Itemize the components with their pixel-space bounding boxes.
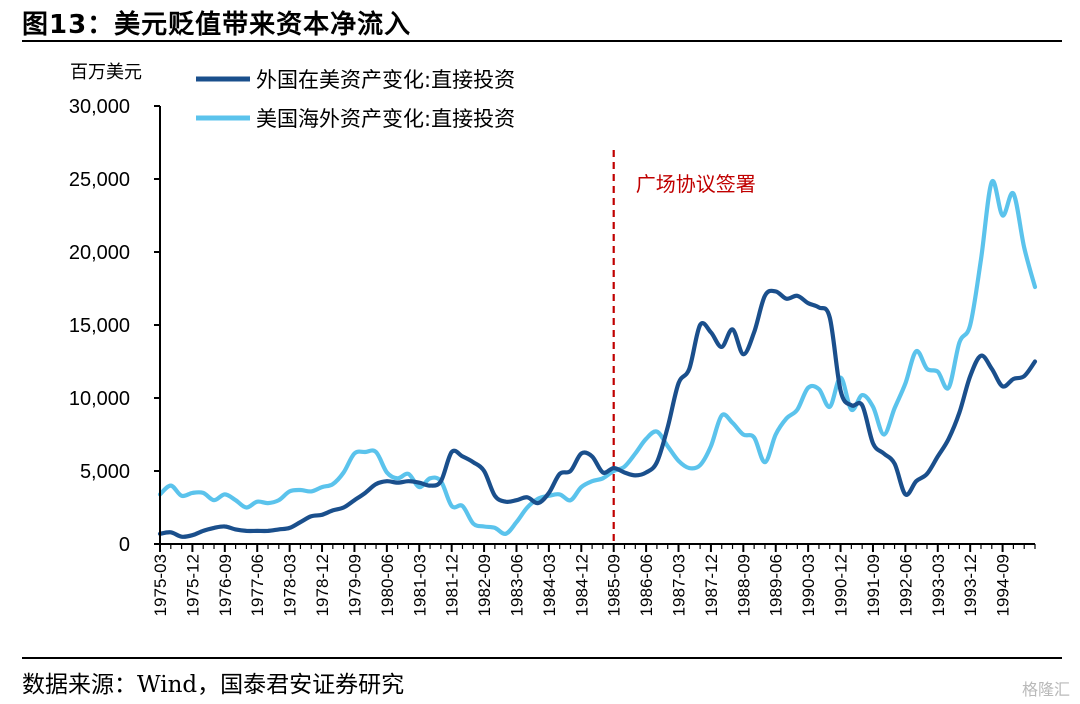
y-tick-label: 30,000 — [69, 96, 130, 118]
x-tick-label: 1984-03 — [540, 554, 559, 616]
watermark: 格隆汇 — [1021, 680, 1070, 699]
plaza-accord-label: 广场协议签署 — [636, 172, 756, 196]
x-tick-label: 1978-12 — [313, 554, 332, 616]
x-tick-label: 1989-06 — [767, 554, 786, 616]
x-tick-label: 1991-09 — [864, 554, 883, 616]
figure-title: 图13：美元贬值带来资本净流入 — [22, 10, 412, 40]
x-tick-label: 1981-03 — [410, 554, 429, 616]
y-tick-label: 5,000 — [80, 461, 130, 483]
series-line-foreign-fdi-in-us — [157, 288, 1038, 539]
y-tick-label: 25,000 — [69, 169, 130, 191]
footer-rule — [22, 657, 1062, 659]
series-line-us-fdi-abroad — [157, 179, 1038, 536]
y-tick-label: 15,000 — [69, 315, 130, 337]
x-tick-label: 1984-12 — [572, 554, 591, 616]
x-tick-label: 1979-09 — [345, 554, 364, 616]
x-axis: 1975-03 1975-12 1976-09 1977-06 1978-03 1978-… — [151, 543, 1036, 616]
y-tick-label: 10,000 — [69, 388, 130, 410]
x-tick-label: 1994-09 — [994, 554, 1013, 616]
x-tick-label: 1992-06 — [896, 554, 915, 616]
x-tick-label: 1982-09 — [475, 554, 494, 616]
x-tick-label: 1981-12 — [443, 554, 462, 616]
x-tick-label: 1987-12 — [702, 554, 721, 616]
legend-label: 外国在美资产变化:直接投资 — [256, 68, 515, 92]
x-tick-label: 1985-09 — [605, 554, 624, 616]
legend-label: 美国海外资产变化:直接投资 — [256, 107, 515, 131]
x-tick-label: 1990-03 — [799, 554, 818, 616]
x-tick-label: 1993-12 — [961, 554, 980, 616]
x-tick-label: 1978-03 — [281, 554, 300, 616]
x-tick-label: 1975-03 — [151, 554, 170, 616]
source-note: 数据来源：Wind，国泰君安证券研究 — [22, 672, 405, 698]
x-tick-label: 1975-12 — [183, 554, 202, 616]
annotation: 广场协议签署 — [612, 150, 756, 544]
x-tick-label: 1993-03 — [929, 554, 948, 616]
x-tick-label: 1986-06 — [637, 554, 656, 616]
x-tick-label: 1976-09 — [216, 554, 235, 616]
x-tick-label: 1983-06 — [507, 554, 526, 616]
title-rule — [22, 40, 1062, 42]
x-tick-label: 1987-03 — [670, 554, 689, 616]
x-tick-label: 1980-06 — [378, 554, 397, 616]
x-tick-label: 1990-12 — [832, 554, 851, 616]
y-axis-unit-label: 百万美元 — [70, 62, 142, 83]
x-tick-label: 1977-06 — [248, 554, 267, 616]
y-tick-label: 20,000 — [69, 242, 130, 264]
series-lines — [157, 179, 1038, 539]
y-axis: 0 5,000 10,000 15,000 20,000 25,000 30,000 — [69, 96, 161, 556]
x-tick-label: 1988-09 — [734, 554, 753, 616]
y-tick-label: 0 — [119, 534, 130, 556]
